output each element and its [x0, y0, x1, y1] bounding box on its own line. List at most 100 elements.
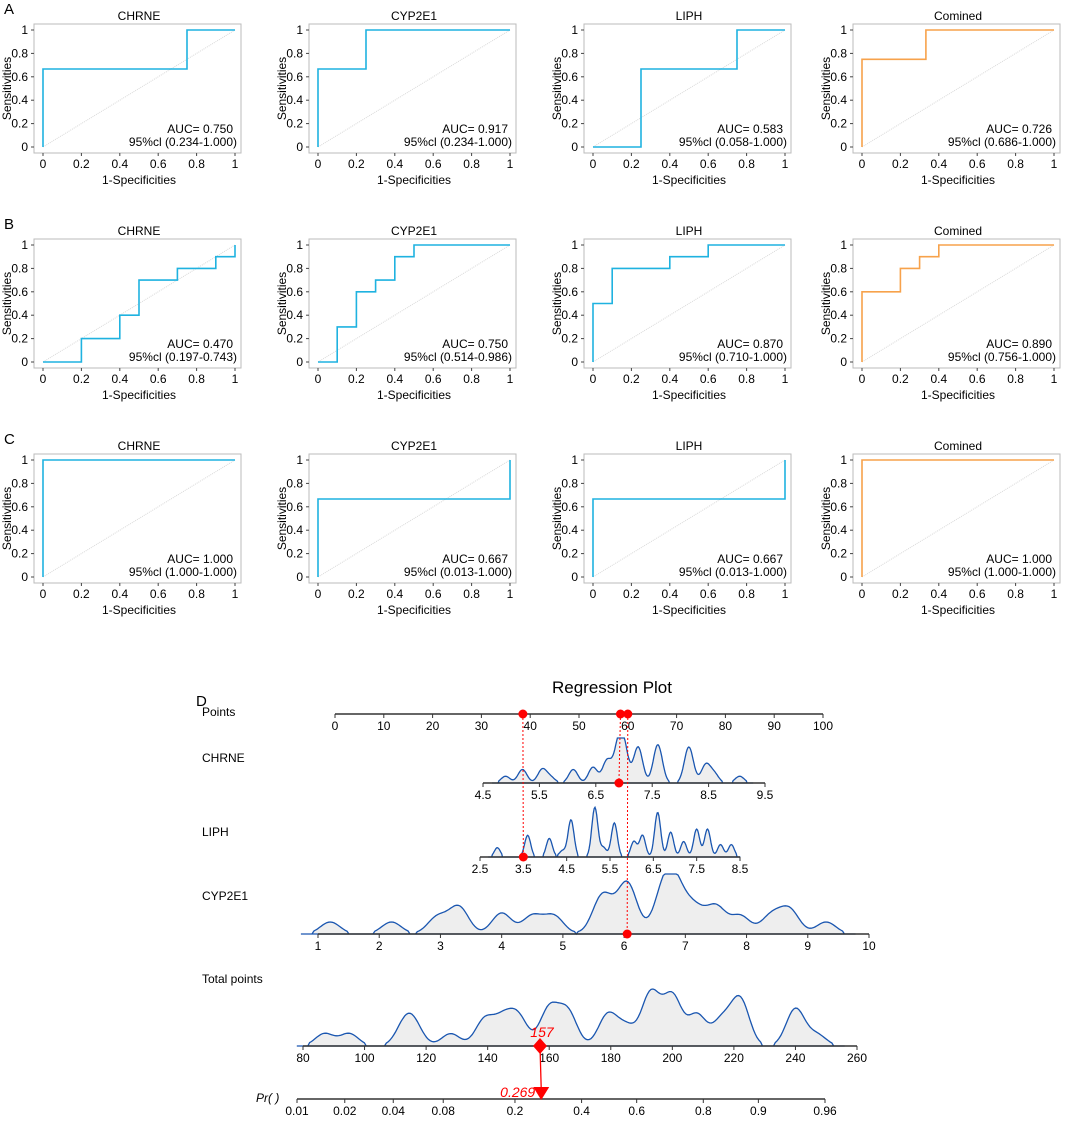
axis-tick-label: 240 — [785, 1051, 805, 1065]
axis-tick-label: 7.5 — [644, 788, 661, 802]
y-tick-label: 0.4 — [830, 308, 847, 322]
roc-curve — [861, 29, 1054, 147]
axis-tick-label: 4.5 — [558, 862, 575, 876]
cyp2e1-density — [300, 873, 856, 936]
x-axis-label: 1-Specificities — [652, 603, 726, 617]
y-tick-label: 0.6 — [11, 500, 28, 514]
y-tick-label: 0 — [840, 140, 847, 154]
nomogram-title: Regression Plot — [552, 678, 672, 697]
axis-tick-label: 4 — [498, 939, 505, 953]
plot-frame — [33, 23, 242, 154]
prediction-arrow-head — [533, 1087, 550, 1100]
axis-tick-label: 0.4 — [573, 1104, 590, 1118]
y-tick-label: 0.4 — [830, 523, 847, 537]
y-tick-label: 0.2 — [561, 547, 578, 561]
panel-title: CYP2E1 — [391, 9, 437, 23]
y-tick-label: 1 — [840, 453, 847, 467]
x-tick-label: 1 — [507, 157, 514, 171]
y-tick-label: 0.6 — [561, 285, 578, 299]
probability-axis: 0.01 0.02 0.04 0.08 0.2 0.4 0.6 0.8 0.9 0.96 — [285, 1098, 837, 1118]
y-tick-label: 1 — [296, 23, 303, 37]
density-curve — [296, 988, 845, 1047]
points-row-label: Points — [202, 705, 235, 719]
axis-tick-label: 5 — [560, 939, 567, 953]
x-tick-label: 0.4 — [111, 372, 128, 386]
axis-tick-label: 30 — [475, 719, 489, 733]
chrne-value-marker — [614, 778, 624, 788]
y-tick-label: 0.2 — [830, 332, 847, 346]
x-tick-label: 0 — [315, 587, 322, 601]
x-tick-label: 0.6 — [969, 372, 986, 386]
x-tick-label: 0.8 — [463, 372, 480, 386]
x-tick-label: 0.4 — [930, 587, 947, 601]
points-axis: 0 10 20 30 40 50 60 70 80 90 100 — [332, 713, 833, 733]
x-tick-label: 0.6 — [150, 372, 167, 386]
x-tick-label: 0 — [40, 157, 47, 171]
diagonal-reference-line — [592, 459, 786, 578]
chrne-projection-line — [618, 713, 621, 784]
x-tick-label: 0.4 — [386, 372, 403, 386]
x-tick-label: 0.6 — [700, 157, 717, 171]
x-tick-label: 1 — [1051, 372, 1058, 386]
axis-tick-label: 8 — [743, 939, 750, 953]
x-tick-label: 0.2 — [623, 157, 640, 171]
roc-panel-c-chrne: CHRNE 0 0.2 0.4 0.6 0.8 1 0 0.2 0.4 0.6 0.8 1 1-Speci… — [0, 439, 242, 617]
y-tick-label: 0.2 — [830, 117, 847, 131]
chrne-axis: 4.5 5.5 6.5 7.5 8.5 9.5 — [475, 782, 774, 802]
ci-label: 95%cl (0.013-1.000) — [679, 565, 787, 579]
y-tick-label: 0.4 — [286, 308, 303, 322]
x-tick-label: 0 — [590, 587, 597, 601]
panel-title: CHRNE — [118, 439, 161, 453]
roc-curve — [861, 244, 1054, 362]
x-tick-label: 0.8 — [463, 157, 480, 171]
cyp2e1-row-label: CYP2E1 — [202, 889, 248, 903]
roc-panel-a-chrne: CHRNE 0 0.2 0.4 0.6 0.8 1 0 0.2 0.4 0.6 0.8 1 1-Speci… — [0, 9, 242, 187]
roc-panel-c-liph: LIPH 0 0.2 0.4 0.6 0.8 1 0 0.2 0.4 0.6 0.8 1 1-Specif… — [550, 439, 792, 617]
y-tick-label: 0.6 — [286, 70, 303, 84]
axis-tick-label: 1 — [315, 939, 322, 953]
axis-tick-label: 6.5 — [645, 862, 662, 876]
liph-points-marker — [518, 709, 528, 719]
x-tick-label: 1 — [782, 157, 789, 171]
diagonal-reference-line — [861, 244, 1055, 363]
axis-tick-label: 2 — [376, 939, 383, 953]
axis-tick-label: 3 — [437, 939, 444, 953]
total-points-row-label: Total points — [202, 972, 263, 986]
cyp2e1-projection-line — [626, 713, 629, 935]
axis-tick-label: 10 — [862, 939, 876, 953]
y-tick-label: 0.2 — [11, 332, 28, 346]
y-tick-label: 0.6 — [11, 70, 28, 84]
auc-label: AUC= 0.917 — [442, 122, 508, 136]
y-tick-label: 0.8 — [11, 261, 28, 275]
x-tick-label: 1 — [232, 372, 239, 386]
panel-title: Comined — [934, 224, 982, 238]
axis-tick-label: 0.04 — [382, 1104, 406, 1118]
axis-tick-label: 100 — [813, 719, 833, 733]
y-axis-label: Sensitivities — [819, 272, 833, 335]
y-tick-label: 0 — [840, 570, 847, 584]
auc-label: AUC= 0.870 — [717, 337, 783, 351]
auc-label: AUC= 0.667 — [717, 552, 783, 566]
roc-panel-c-cyp2e1: CYP2E1 0 0.2 0.4 0.6 0.8 1 0 0.2 0.4 0.6 0.8 1 1-Spec… — [275, 439, 517, 617]
ci-label: 95%cl (0.234-1.000) — [129, 135, 237, 149]
cyp2e1-points-marker — [623, 709, 633, 719]
diagonal-reference-line — [861, 459, 1055, 578]
y-tick-label: 0.8 — [11, 46, 28, 60]
axis-tick-label: 50 — [572, 719, 586, 733]
diagonal-reference-line — [42, 459, 236, 578]
y-tick-label: 1 — [21, 23, 28, 37]
y-tick-label: 0.8 — [286, 46, 303, 60]
y-tick-label: 0.8 — [286, 476, 303, 490]
panel-letter-c: C — [4, 431, 15, 448]
axis-tick-label: 0.2 — [507, 1104, 524, 1118]
density-curve — [488, 805, 741, 858]
panel-title: CYP2E1 — [391, 224, 437, 238]
plot-frame — [852, 238, 1061, 369]
y-tick-label: 0.6 — [561, 70, 578, 84]
plot-frame — [852, 453, 1061, 584]
roc-curve — [593, 29, 785, 148]
total-points-value: 157 — [530, 1024, 555, 1040]
y-tick-label: 1 — [840, 23, 847, 37]
x-tick-label: 0.2 — [73, 157, 90, 171]
